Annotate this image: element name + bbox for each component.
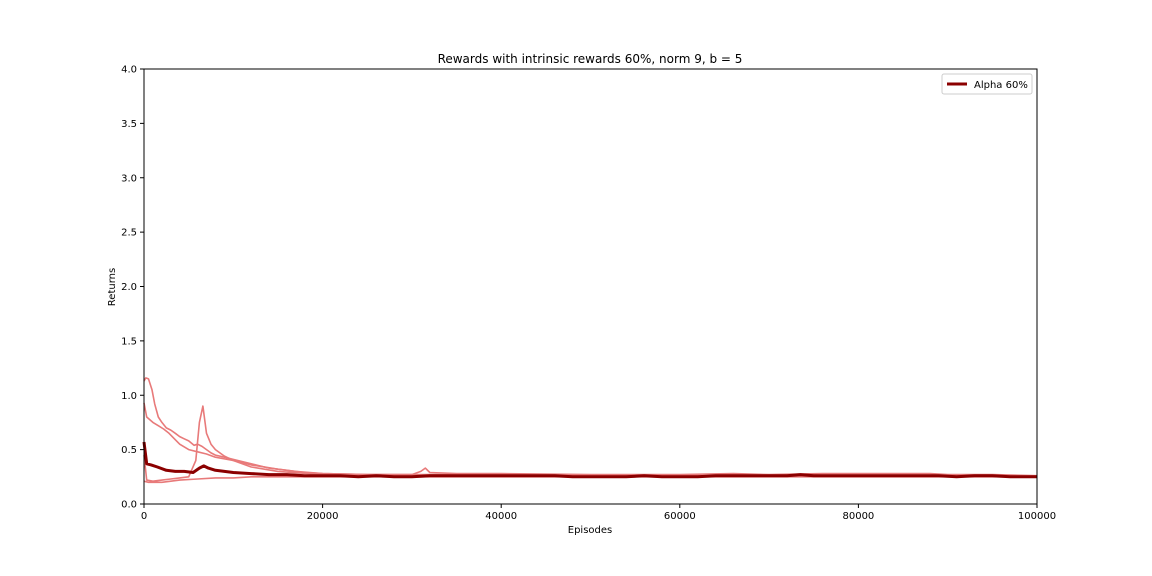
x-axis-label: Episodes bbox=[568, 525, 612, 536]
x-tick-label: 20000 bbox=[307, 511, 339, 522]
series-layer bbox=[142, 377, 1038, 484]
x-tick-label: 60000 bbox=[664, 511, 696, 522]
legend-box bbox=[941, 73, 1033, 95]
legend-label-alpha-60: Alpha 60% bbox=[974, 80, 1028, 91]
y-tick-label: 3.0 bbox=[121, 173, 137, 184]
legend: Alpha 60% bbox=[941, 73, 1033, 95]
series-run-2 bbox=[143, 377, 1038, 478]
x-tick-label: 40000 bbox=[485, 511, 517, 522]
y-tick-label: 3.5 bbox=[121, 119, 137, 130]
y-tick-label: 0.5 bbox=[121, 445, 137, 456]
y-tick-label: 2.0 bbox=[121, 282, 137, 293]
y-tick-label: 2.5 bbox=[121, 228, 137, 239]
series-alpha-60-mean bbox=[142, 441, 1037, 479]
y-axis: 0.0 0.5 1.0 1.5 2.0 2.5 3.0 3.5 4.0 bbox=[121, 65, 144, 511]
x-tick-label: 0 bbox=[141, 511, 147, 522]
x-tick-label: 80000 bbox=[842, 511, 874, 522]
y-tick-label: 1.5 bbox=[121, 336, 137, 347]
chart-title: Rewards with intrinsic rewards 60%, norm… bbox=[438, 52, 743, 66]
y-tick-label: 0.0 bbox=[121, 500, 137, 511]
x-tick-label: 100000 bbox=[1018, 511, 1056, 522]
y-tick-label: 4.0 bbox=[121, 65, 137, 76]
y-axis-label: Returns bbox=[107, 268, 118, 306]
y-tick-label: 1.0 bbox=[121, 391, 137, 402]
plot-frame bbox=[143, 68, 1038, 505]
x-axis: 0 20000 40000 60000 80000 100000 bbox=[141, 504, 1056, 522]
series-run-1 bbox=[143, 402, 1038, 477]
